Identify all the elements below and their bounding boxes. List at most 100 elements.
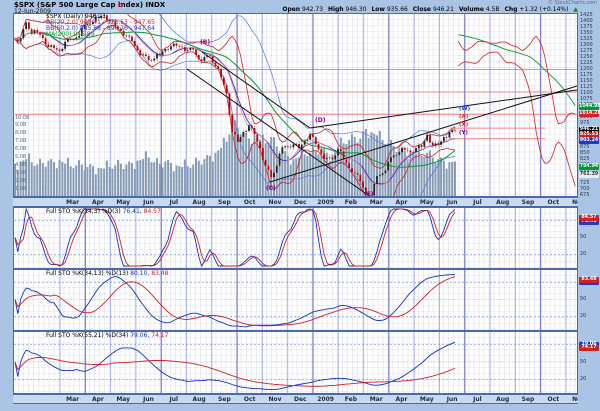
stoch3-legend: Full STO %K(55,21) %D(34) 79.06, 74.17 [46,332,168,339]
month-label: Jul [169,396,179,403]
stoch-pane-3 [13,331,578,394]
month-axis-top: Mar Apr May Jun Jul Aug Sep Oct Nov Dec 2009 Feb Mar… [13,197,578,207]
price-axis-label: 1425 [580,11,593,18]
legend-row-bb20: BB(20,2.0) 903.41 - 925.53 - 947.65 [46,19,155,26]
price-axis-marker: 761.39 [579,172,599,179]
osc-d-marker: 83.48 [579,277,599,284]
month-label: Nov [572,199,578,206]
month-label: Oct [547,396,560,403]
price-axis-label: 1325 [580,35,593,42]
price-axis-marker: 925.53 [579,132,599,139]
month-label: Mar [369,396,383,403]
up-arrow-icon: ▲ [573,6,578,13]
volume-label: Volume [458,6,484,13]
month-label: Nov [572,396,578,403]
month-label: Feb [344,396,358,403]
osc-axis-label: 50 [580,234,587,240]
month-label: Mar [66,396,80,403]
close-value: 946.21 [432,6,454,13]
month-label: Mar [369,199,383,206]
osc-k-marker: 76.41 [579,219,599,226]
price-axis-label: 1400 [580,17,593,24]
high-value: 946.30 [345,6,367,13]
osc-axis-label: 50 [580,296,587,302]
stoch3-svg [13,331,578,394]
legend-row-symbol: $SPX (Daily) 946.21 [46,13,107,20]
volume-axis-label: 4.0B [15,161,27,168]
price-axis-label: 775 [580,169,590,174]
osc-d-marker: 84.57 [579,214,599,221]
price-axis-label: 1225 [580,59,593,66]
stoch2-d-value: 83.48 [151,270,169,277]
alert-flag: b [118,1,124,9]
price-axis-label: 1100 [580,89,593,96]
month-label: Sep [521,396,535,403]
month-label: Apr [395,396,408,403]
volume-axis-label: 6.0B [15,146,27,153]
month-label: Jun [446,396,458,403]
month-label: Sep [521,199,535,206]
price-axis-marker: 1014.28 [579,111,600,118]
chg-label: Chg [504,6,518,13]
price-axis-label: 875 [580,144,590,151]
month-label: Sep [218,396,231,403]
price-axis-label: 1300 [580,41,593,48]
svg-text:(W): (W) [459,106,471,112]
price-axis-label: 1350 [580,29,593,36]
price-axis-marker: 903.24 [579,137,599,144]
stoch2-k-value: 80.10, [130,270,150,277]
month-label: Feb [344,199,358,206]
month-label: Mar [66,199,80,206]
month-axis-bottom: Mar Apr May Jun Jul Aug Sep Oct Nov Dec 2009 Feb Mar… [13,394,578,404]
volume-value: 4.5B [485,6,500,13]
volume-axis-label: 7.0B [15,138,27,145]
price-axis-label: 700 [580,186,590,193]
quote-bar: Open 942.73 High 946.30 Low 935.66 Close… [282,6,578,13]
volume-axis-label: 5.0B [15,154,27,160]
stoch2-svg [13,269,578,331]
month-label: Jul [473,396,482,403]
volume-axis-label: 1.0B [15,185,27,192]
month-label: Aug [192,396,206,403]
price-axis-label: 1200 [580,65,593,72]
price-axis-label: 1175 [580,71,593,78]
price-legend: $SPX (Daily) 946.21 BB(20,2.0) 903.41 - … [46,14,155,38]
legend-row-ma200: MA(200) 946.89 [46,31,95,38]
osc-axis-label: 20 [580,375,587,382]
chart-date: 12-Jun-2009 [14,8,51,15]
stoch2-legend: Full STO %K(34,13) %D(13) 80.10, 83.48 [46,270,168,277]
low-value: 935.66 [386,6,408,13]
month-label: Jun [143,396,154,403]
price-axis-label: 725 [580,180,590,187]
close-label: Close [412,6,432,13]
month-label: Apr [395,199,408,206]
price-axis-label: 1375 [580,23,593,30]
osc-axis-label: 20 [580,313,587,320]
month-label: Oct [243,396,256,403]
month-label: May [116,199,131,206]
month-label: Apr [91,199,104,206]
stoch1-legend: Full STO %K(14,3) %D(3) 76.41, 84.57 [46,208,161,215]
price-axis-label: 825 [580,156,590,163]
month-label: Sep [218,199,231,206]
svg-text:(X): (X) [459,122,469,128]
volume-axis-label: 9.0B [15,122,27,129]
low-label: Low [371,6,385,13]
price-axis-label: 1000 [580,114,593,121]
month-label: Jun [143,199,154,206]
month-label: 2009 [317,396,334,403]
month-label: Jun [446,199,458,206]
svg-text:(D): (D) [315,117,326,124]
open-label: Open [282,6,301,13]
price-axis-label: 675 [580,192,590,199]
price-axis-label: 975 [580,120,590,127]
symbol-title: $SPX (S&P 500 Large Cap Index) INDX [14,1,166,9]
price-chart-svg: (B) (C) (D) (E) (W) (A) (X) (Y) [13,13,578,198]
price-axis-label: 1150 [580,77,593,84]
volume-axis-label: 2.0B [15,177,27,184]
price-axis-label: 1025 [580,109,593,114]
osc-d-marker: 74.17 [579,344,599,351]
stoch1-k-value: 76.41, [122,208,142,215]
month-label: Aug [496,199,510,206]
